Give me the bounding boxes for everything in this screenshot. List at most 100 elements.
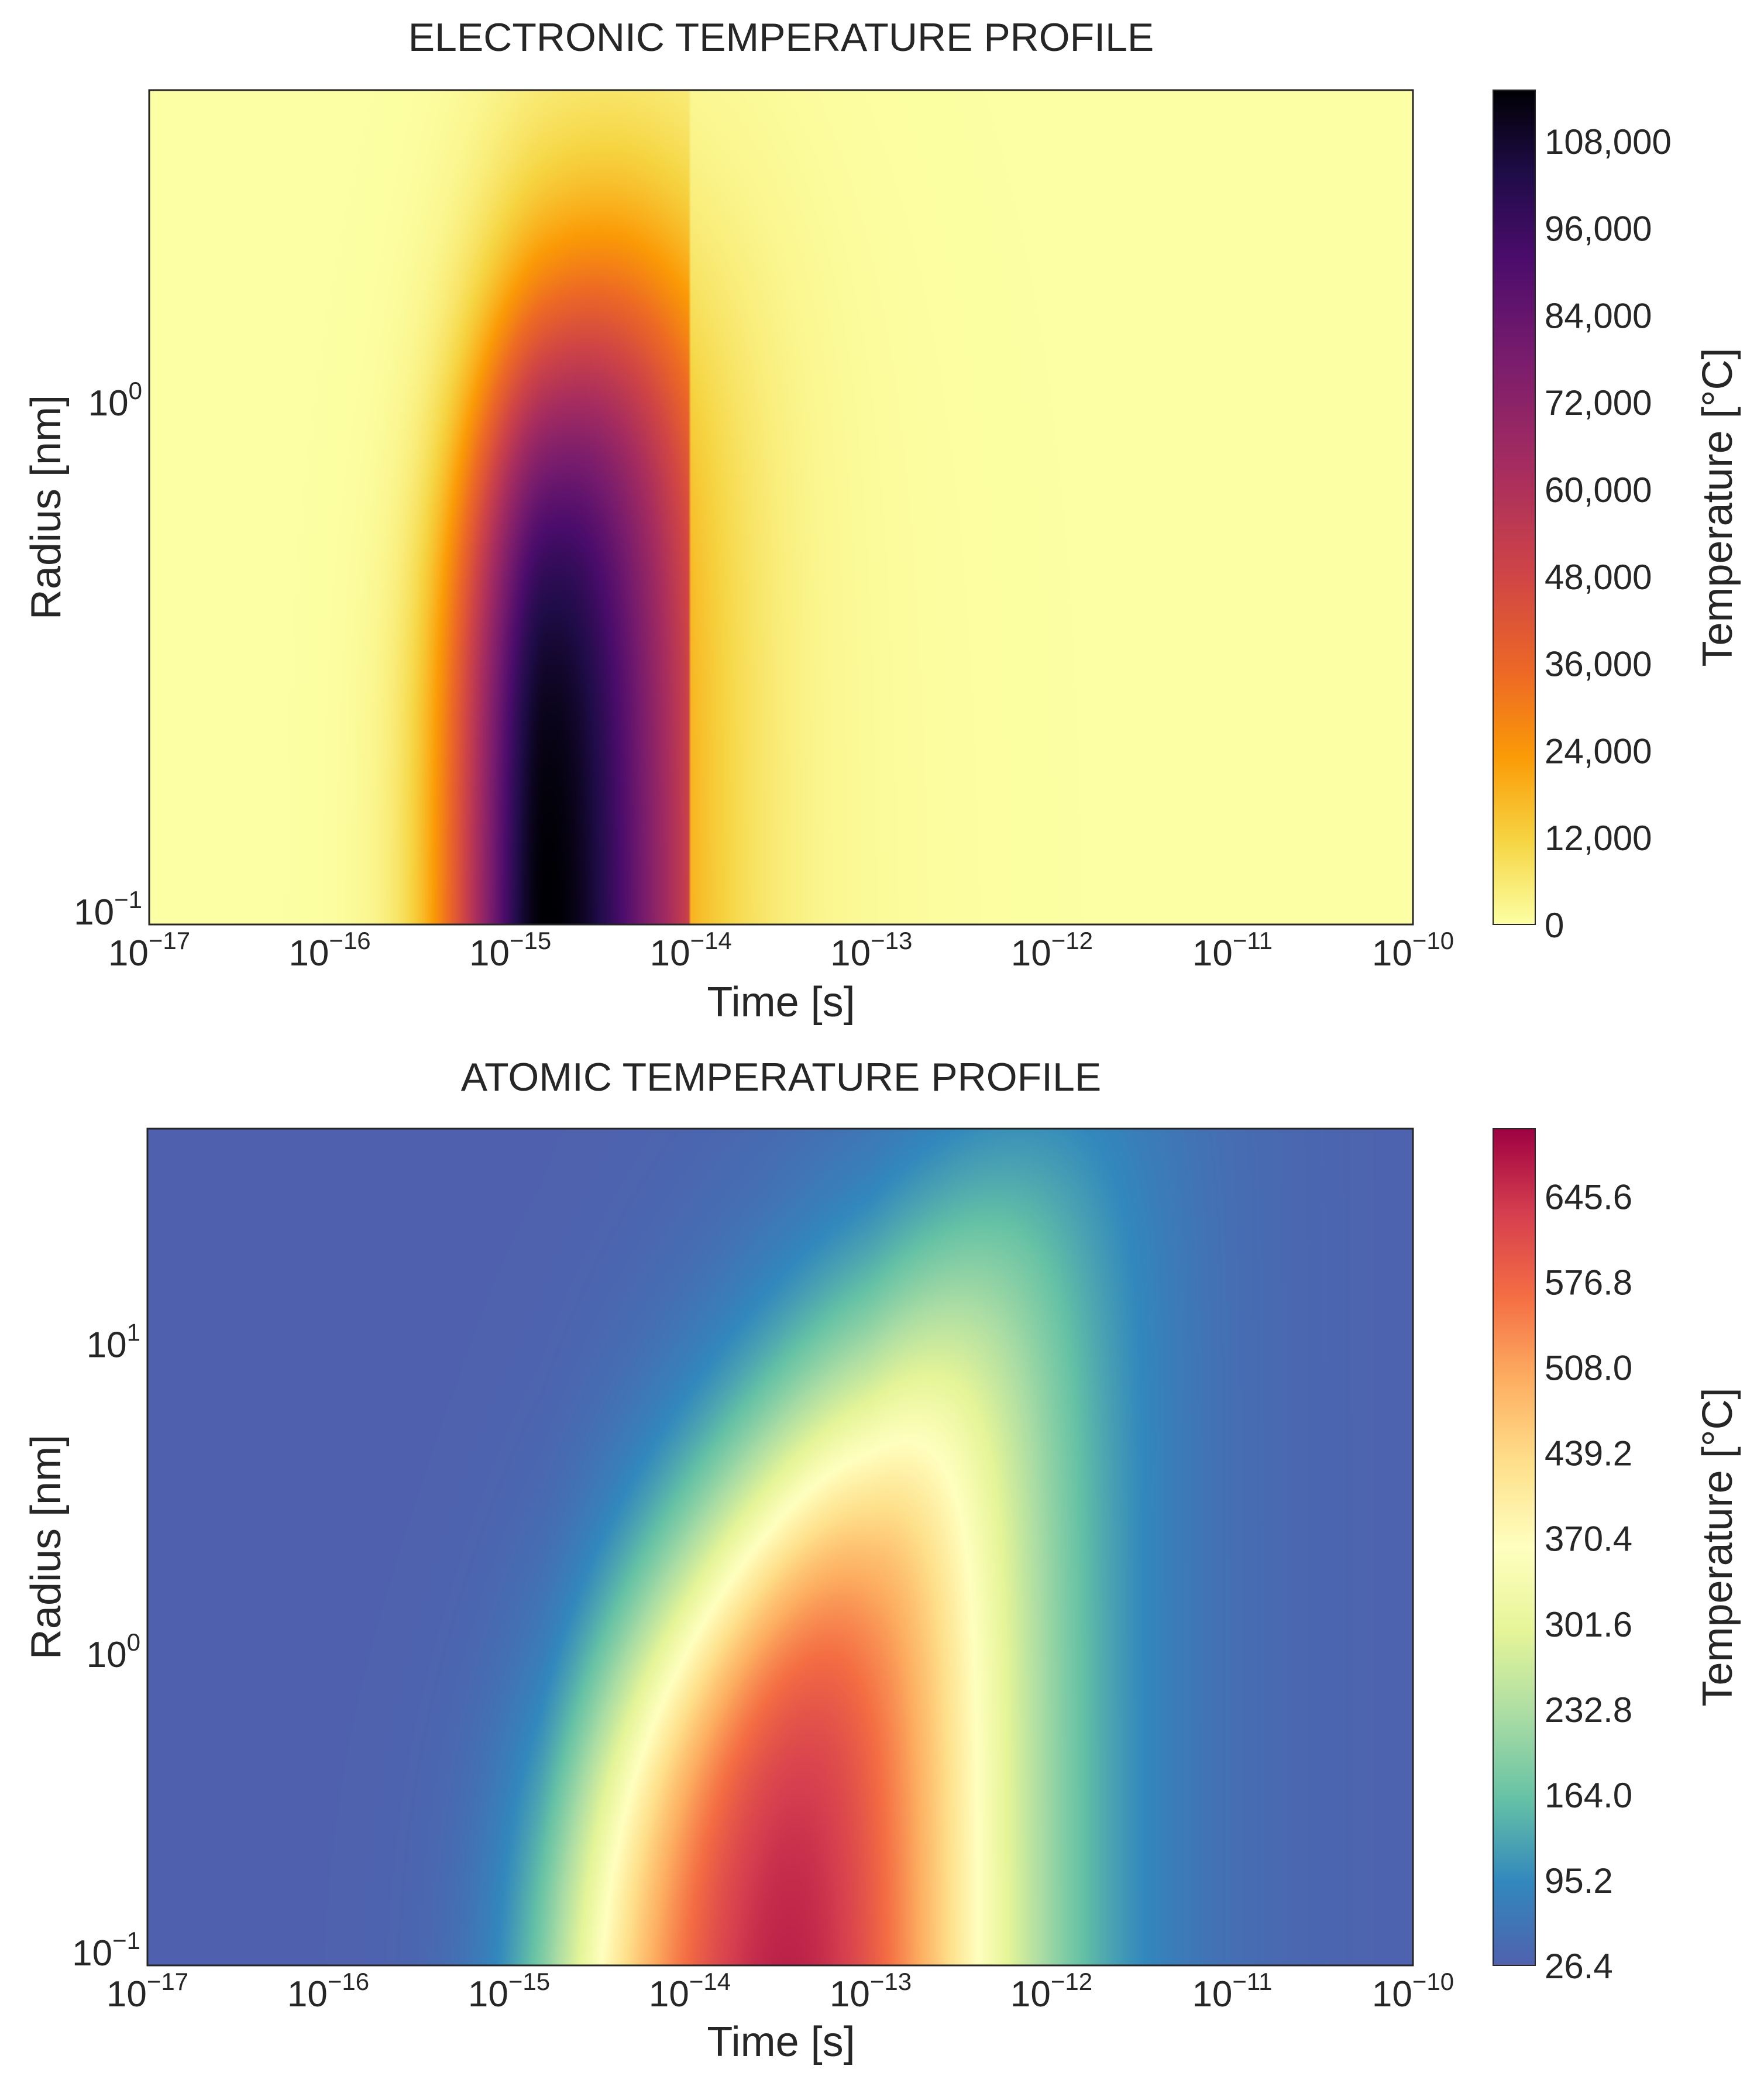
x-tick-label-base: 10 [468,1974,508,2015]
atomic-title: ATOMIC TEMPERATURE PROFILE [461,1055,1101,1099]
y-tick-label-base: 10 [74,892,114,933]
x-tick-label-exponent: −10 [1412,927,1454,954]
electronic-heatmap-canvas [149,90,1413,924]
colorbar-tick-label-base: 370.4 [1545,1520,1632,1559]
x-tick-label-base: 10 [469,933,510,974]
colorbar-tick-label: 12,000 [1545,819,1652,858]
x-tick-label: 10−10 [1372,927,1454,974]
colorbar-tick-label-base: 108,000 [1545,122,1672,161]
x-tick-label: 10−11 [1192,927,1273,974]
x-tick-label-base: 10 [1192,1974,1232,2015]
colorbar-tick-label: 26.4 [1545,1947,1613,1986]
colorbar-tick-label: 96,000 [1545,209,1652,249]
atomic-x-axis-label: Time [s] [707,2019,855,2065]
colorbar-tick-label: 370.4 [1545,1520,1632,1559]
electronic-x-tick-labels: 10−17 10−16 10−15 10−14 10−13 10−12 10−11 10−10 [108,927,1454,974]
atomic-plot-frame [146,1128,1414,1967]
x-tick-label-base: 10 [830,933,871,974]
x-tick-label-exponent: −11 [1232,1968,1272,1995]
electronic-colorbar-label: Temperature [°C] [1694,348,1741,667]
x-tick-label-exponent: −13 [871,927,912,954]
colorbar-tick-label: 24,000 [1545,731,1652,771]
x-tick-label-base: 10 [288,933,329,974]
colorbar-tick-label: 508.0 [1545,1349,1632,1388]
x-tick-label-exponent: −14 [690,927,732,954]
electronic-colorbar [1493,90,1536,925]
atomic-colorbar-label: Temperature [°C] [1694,1388,1741,1707]
atomic-heatmap-canvas [147,1129,1413,1965]
y-tick-label-exponent: 1 [127,1318,140,1346]
y-tick-label-base: 10 [87,1325,127,1365]
x-tick-label: 10−10 [1372,1968,1454,2015]
x-tick-label: 10−14 [650,927,732,974]
colorbar-tick-label: 60,000 [1545,470,1652,510]
colorbar-tick-label-base: 164.0 [1545,1776,1632,1815]
x-tick-label: 10−17 [108,927,190,974]
colorbar-tick-label: 36,000 [1545,645,1652,684]
x-tick-label-base: 10 [1010,1974,1051,2015]
colorbar-tick-label-base: 36,000 [1545,645,1652,684]
colorbar-tick-label: 439.2 [1545,1434,1632,1473]
y-tick-label-exponent: 0 [127,1628,140,1656]
x-tick-label-exponent: −16 [328,1968,369,1995]
atomic-panel: ATOMIC TEMPERATURE PROFILE 10−17 10−16 10−… [23,1055,1741,2065]
x-tick-label-exponent: −12 [1051,1968,1092,1995]
y-tick-label: 100 [88,377,142,424]
x-tick-label-base: 10 [649,1974,689,2015]
x-tick-label-base: 10 [650,933,690,974]
x-tick-label: 10−13 [830,1968,912,2015]
x-tick-label-exponent: −17 [147,1968,188,1995]
colorbar-tick-label-base: 26.4 [1545,1947,1613,1986]
electronic-colorbar-tick-labels: 0 12,000 24,000 36,000 48,000 60,000 72,000 84,… [1545,122,1672,945]
colorbar-tick-label: 576.8 [1545,1263,1632,1302]
electronic-x-axis-label: Time [s] [707,979,855,1026]
x-tick-label: 10−16 [287,1968,369,2015]
x-tick-label: 10−11 [1192,1968,1272,2015]
y-tick-label: 10−1 [74,886,142,933]
colorbar-tick-label: 48,000 [1545,558,1652,597]
x-tick-label-exponent: −10 [1412,1968,1454,1995]
atomic-heatmap [147,1129,1413,1965]
x-tick-label-base: 10 [106,1974,147,2015]
colorbar-tick-label: 108,000 [1545,122,1672,161]
atomic-colorbar-tick-labels: 26.4 95.2 164.0 232.8 301.6 370.4 439.2 508.0 57… [1545,1177,1632,1986]
colorbar-tick-label: 232.8 [1545,1690,1632,1730]
y-tick-label-base: 10 [72,1933,112,1974]
x-tick-label-base: 10 [1372,1974,1412,2015]
colorbar-tick-label: 164.0 [1545,1776,1632,1815]
y-tick-label-exponent: 0 [129,377,142,404]
atomic-colorbar [1493,1128,1536,1966]
colorbar-tick-label-base: 48,000 [1545,558,1652,597]
colorbar-tick-label-base: 84,000 [1545,296,1652,335]
colorbar-tick-label-base: 60,000 [1545,470,1652,510]
x-tick-label: 10−12 [1011,927,1093,974]
x-tick-label-exponent: −15 [508,1968,550,1995]
x-tick-label: 10−12 [1010,1968,1092,2015]
colorbar-tick-label: 645.6 [1545,1177,1632,1216]
colorbar-tick-label: 0 [1545,906,1564,945]
x-tick-label-base: 10 [830,1974,870,2015]
electronic-heatmap [149,90,1413,924]
x-tick-label-exponent: −17 [149,927,190,954]
colorbar-tick-label-base: 576.8 [1545,1263,1632,1302]
colorbar-tick-label-base: 95.2 [1545,1861,1613,1900]
x-tick-label-exponent: −12 [1051,927,1093,954]
colorbar-tick-label-base: 301.6 [1545,1605,1632,1644]
colorbar-tick-label-base: 24,000 [1545,731,1652,771]
x-tick-label-exponent: −16 [329,927,370,954]
colorbar-tick-label: 72,000 [1545,383,1652,422]
y-tick-label: 10−1 [72,1927,140,1974]
colorbar-tick-label: 95.2 [1545,1861,1613,1900]
y-tick-label: 101 [87,1318,140,1365]
x-tick-label-exponent: −15 [510,927,551,954]
x-tick-label-base: 10 [1372,933,1412,974]
colorbar-tick-label-base: 12,000 [1545,819,1652,858]
x-tick-label: 10−15 [468,1968,550,2015]
colorbar-tick-label-base: 96,000 [1545,209,1652,249]
y-tick-label-base: 10 [88,383,129,424]
x-tick-label-base: 10 [1011,933,1051,974]
y-tick-label-base: 10 [87,1635,127,1675]
x-tick-label-base: 10 [1192,933,1233,974]
x-tick-label: 10−13 [830,927,912,974]
